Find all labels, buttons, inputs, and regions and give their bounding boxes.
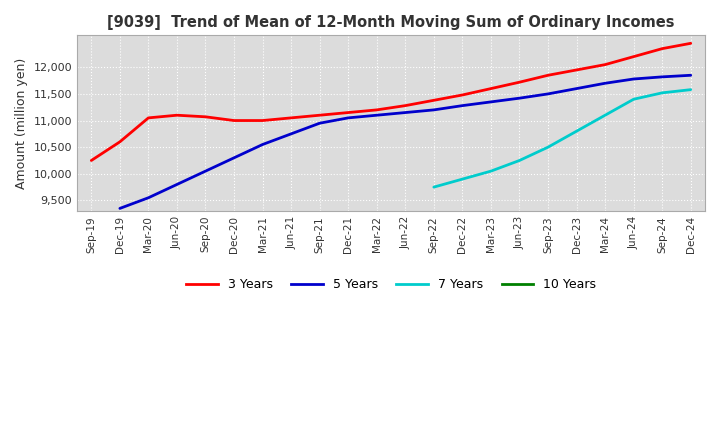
Legend: 3 Years, 5 Years, 7 Years, 10 Years: 3 Years, 5 Years, 7 Years, 10 Years <box>181 273 600 296</box>
Y-axis label: Amount (million yen): Amount (million yen) <box>15 58 28 189</box>
Title: [9039]  Trend of Mean of 12-Month Moving Sum of Ordinary Incomes: [9039] Trend of Mean of 12-Month Moving … <box>107 15 675 30</box>
